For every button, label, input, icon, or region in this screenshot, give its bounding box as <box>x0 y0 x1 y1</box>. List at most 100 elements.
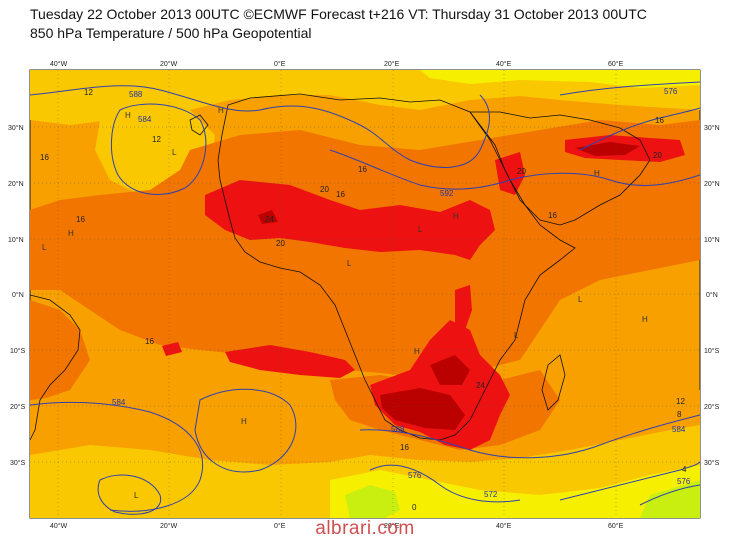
band-20-southamerica <box>30 300 90 400</box>
high-marker: H <box>594 169 600 178</box>
lon-tick-label: 20°E <box>384 522 400 530</box>
temp-label: 20 <box>276 239 285 248</box>
lon-tick-label: 40°E <box>496 522 512 530</box>
temp-label: 16 <box>548 211 557 220</box>
high-marker: H <box>241 417 247 426</box>
lat-tick-label: 20°S <box>10 403 26 411</box>
lat-tick-label: 20°N <box>8 180 24 188</box>
low-marker: L <box>347 259 352 268</box>
band-28-zambezi <box>430 355 470 385</box>
temp-label: 16 <box>145 337 154 346</box>
gph-label: 576 <box>408 471 422 480</box>
gph-label: 588 <box>391 425 405 434</box>
high-marker: H <box>68 229 74 238</box>
temp-label: 12 <box>152 135 161 144</box>
lat-tick-label: 30°N <box>8 124 24 132</box>
gph-label: 588 <box>129 90 143 99</box>
lat-tick-label: 0°N <box>12 291 24 299</box>
watermark: albrari.com <box>315 518 415 539</box>
lon-tick-label: 0°E <box>274 60 286 68</box>
band-8-north <box>420 70 700 88</box>
geopotential-contours <box>30 81 700 515</box>
lat-lon-grid <box>30 70 700 518</box>
lat-tick-label: 30°N <box>704 124 720 132</box>
temp-label: 24 <box>265 215 274 224</box>
low-marker: L <box>418 225 423 234</box>
temp-label: 20 <box>320 185 329 194</box>
high-marker: H <box>642 315 648 324</box>
temp-label: 16 <box>358 165 367 174</box>
temperature-labels: 12 12 16 16 20 16 16 24 20 20 20 16 16 1… <box>40 88 687 512</box>
temp-label: 24 <box>476 381 485 390</box>
high-marker: H <box>453 212 459 221</box>
forecast-subtitle: 850 hPa Temperature / 500 hPa Geopotenti… <box>30 25 312 41</box>
lat-tick-label: 10°N <box>704 236 720 244</box>
lat-labels-right: 30°N 20°N 10°N 0°N 10°S 20°S 30°S <box>704 124 720 467</box>
lon-tick-label: 20°W <box>160 522 178 530</box>
gph-label: 584 <box>112 398 126 407</box>
temp-label: 12 <box>84 88 93 97</box>
gph-label: 592 <box>440 189 454 198</box>
low-marker: L <box>578 295 583 304</box>
lon-tick-label: 60°E <box>608 522 624 530</box>
band-12-north <box>30 70 700 125</box>
band-24-angola <box>225 345 355 378</box>
lat-tick-label: 10°S <box>704 347 720 355</box>
lat-tick-label: 20°S <box>704 403 720 411</box>
coastlines <box>30 93 651 441</box>
gph-label: 576 <box>677 477 691 486</box>
band-8-south <box>330 465 700 518</box>
temp-label: 20 <box>517 167 526 176</box>
gph-label: 572 <box>484 490 498 499</box>
band-28-arabia <box>575 142 640 156</box>
temp-label: 16 <box>336 190 345 199</box>
low-marker: L <box>134 491 139 500</box>
low-marker: L <box>514 331 519 340</box>
lat-labels-left: 30°N 20°N 10°N 0°N 10°S 20°S 30°S <box>8 124 26 467</box>
temp-label: 16 <box>76 215 85 224</box>
band-24-congo <box>455 285 472 330</box>
band-24-sahara <box>205 180 495 260</box>
band-28-sahara <box>258 210 278 224</box>
lon-tick-label: 40°W <box>50 522 68 530</box>
band-24-brazil <box>162 342 182 356</box>
band-28-kalahari <box>380 388 465 430</box>
lon-tick-label: 20°W <box>160 60 178 68</box>
temp-label: 16 <box>655 116 664 125</box>
temp-label: 8 <box>677 410 682 419</box>
high-marker: H <box>414 347 420 356</box>
lat-tick-label: 30°S <box>704 459 720 467</box>
lon-tick-label: 40°W <box>50 60 68 68</box>
lon-tick-label: 20°E <box>384 60 400 68</box>
geopotential-labels: 584 576 584 592 588 584 576 572 588 576 <box>112 87 691 499</box>
temp-label: 0 <box>412 503 417 512</box>
band-cold-southeast <box>640 480 700 518</box>
lon-tick-label: 0°E <box>274 522 286 530</box>
lat-tick-label: 20°N <box>704 180 720 188</box>
pressure-marks: H H H L L L L H H H L L H L H <box>42 106 648 500</box>
temp-label: 20 <box>653 151 662 160</box>
lon-labels-top: 40°W 20°W 0°E 20°E 40°E 60°E <box>50 60 624 68</box>
high-marker: H <box>125 111 131 120</box>
forecast-title: Tuesday 22 October 2013 00UTC ©ECMWF For… <box>30 6 647 22</box>
temp-label: 4 <box>682 465 687 474</box>
gph-label: 584 <box>672 425 686 434</box>
lat-tick-label: 0°N <box>706 291 718 299</box>
band-cold-south <box>345 485 400 518</box>
lat-tick-label: 10°S <box>10 347 26 355</box>
low-marker: L <box>172 148 177 157</box>
temp-label: 16 <box>40 153 49 162</box>
high-marker: H <box>218 106 224 115</box>
lon-tick-label: 40°E <box>496 60 512 68</box>
lat-tick-label: 10°N <box>8 236 24 244</box>
lon-tick-label: 60°E <box>608 60 624 68</box>
temp-label: 12 <box>676 397 685 406</box>
lon-labels-bottom: 40°W 20°W 0°E 20°E 40°E 60°E <box>50 522 624 530</box>
low-marker: L <box>42 243 47 252</box>
gph-label: 576 <box>664 87 678 96</box>
lat-tick-label: 30°S <box>10 459 26 467</box>
temperature-field: 12 12 16 16 20 16 16 24 20 20 20 16 16 1… <box>30 70 700 518</box>
gph-label: 584 <box>138 115 152 124</box>
temp-label: 16 <box>400 443 409 452</box>
